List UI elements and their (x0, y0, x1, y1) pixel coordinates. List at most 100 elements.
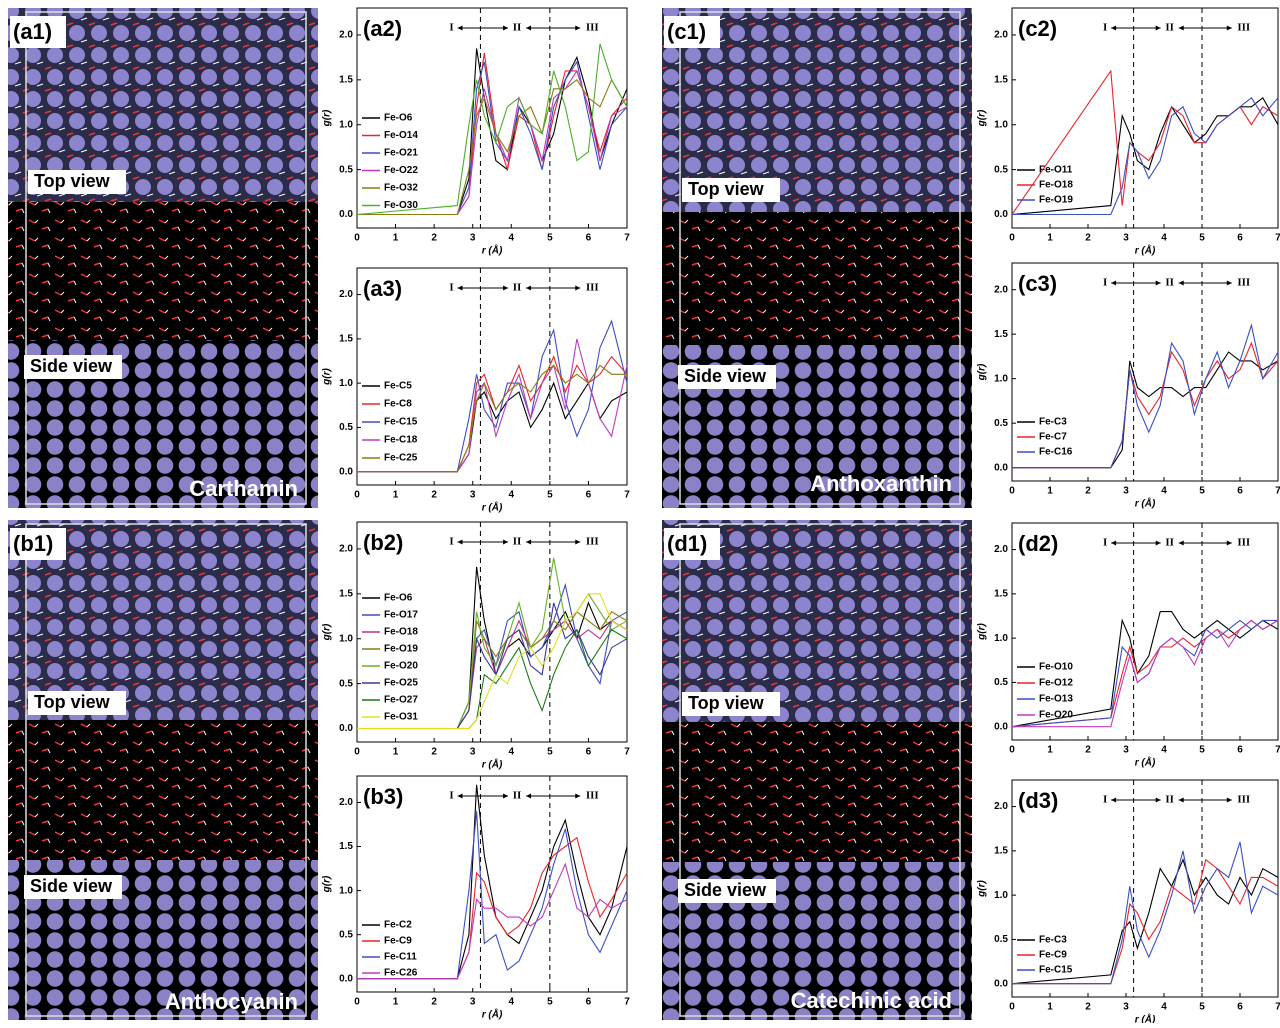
series-line (1011, 69, 1279, 215)
view-label: Side view (684, 366, 767, 386)
series-line (1012, 323, 1279, 469)
x-tick-label: 5 (547, 490, 553, 501)
arrow-head (1111, 797, 1161, 803)
region-label: II (1165, 277, 1174, 289)
y-tick-label: 1.0 (994, 633, 1008, 644)
x-tick-label: 3 (1123, 745, 1129, 756)
x-tick-label: 1 (1047, 745, 1053, 756)
plot-frame (1011, 522, 1279, 741)
x-tick-label: 6 (1237, 486, 1243, 497)
y-tick-label: 2.0 (994, 30, 1008, 41)
x-tick-label: 2 (431, 490, 437, 501)
y-tick-label: 0.0 (994, 721, 1008, 732)
legend-label: Fe-C2 (384, 920, 412, 931)
x-tick-label: 0 (1009, 486, 1015, 497)
y-axis-label: g(r) (322, 875, 333, 893)
x-tick-label: 2 (431, 997, 437, 1008)
x-tick-label: 4 (509, 747, 515, 758)
region-label: III (586, 22, 599, 34)
x-tick-label: 6 (586, 997, 592, 1008)
x-tick-label: 3 (1123, 486, 1129, 497)
panel-label: (c1) (667, 19, 706, 44)
region-label: II (1165, 537, 1174, 549)
plot-frame (1011, 779, 1279, 998)
x-tick-label: 4 (509, 997, 515, 1008)
y-tick-label: 1.5 (339, 333, 353, 344)
view-label: Top view (688, 179, 765, 199)
x-tick-label: 2 (431, 747, 437, 758)
x-tick-label: 2 (1085, 233, 1091, 244)
panel-label: (b1) (13, 531, 53, 556)
legend-label: Fe-O22 (384, 165, 418, 176)
region-label: I (1103, 22, 1107, 34)
y-tick-label: 2.0 (339, 289, 353, 300)
x-tick-label: 7 (624, 490, 630, 501)
y-tick-label: 0.5 (994, 164, 1008, 175)
plot-frame (1011, 262, 1279, 482)
y-tick-label: 1.0 (339, 633, 353, 644)
label-box (678, 365, 776, 389)
y-tick-label: 0.0 (994, 209, 1008, 220)
cell-frame (25, 11, 307, 505)
x-tick-label: 5 (547, 747, 553, 758)
legend-label: Fe-C9 (1039, 950, 1067, 961)
x-tick-label: 5 (1199, 745, 1205, 756)
view-label: Side view (30, 356, 113, 376)
series-line (1011, 611, 1279, 728)
y-tick-label: 2.0 (339, 797, 353, 808)
y-axis-label: g(r) (977, 880, 988, 898)
x-tick-label: 5 (1199, 233, 1205, 244)
region-label: III (1237, 794, 1250, 806)
snapshot-water (662, 722, 972, 862)
region-label: III (586, 536, 599, 548)
y-tick-label: 0.0 (339, 466, 353, 477)
x-tick-label: 3 (1123, 233, 1129, 244)
region-label: III (1237, 277, 1250, 289)
x-axis-label: r (Å) (482, 1008, 503, 1021)
series-line (1012, 96, 1279, 216)
y-tick-label: 0.0 (339, 973, 353, 984)
y-tick-label: 1.0 (339, 885, 353, 896)
label-box (28, 691, 126, 715)
y-tick-label: 1.0 (994, 373, 1008, 384)
cell-frame (679, 11, 961, 505)
x-tick-label: 4 (509, 233, 515, 244)
region-label: II (1165, 22, 1174, 34)
label-box (664, 528, 720, 560)
y-axis-label: g(r) (322, 623, 333, 641)
x-tick-label: 7 (1275, 1002, 1280, 1013)
y-tick-label: 0.5 (994, 934, 1008, 945)
y-tick-label: 2.0 (339, 30, 353, 41)
x-axis-label: r (Å) (1135, 756, 1156, 769)
legend-label: Fe-O30 (384, 200, 418, 211)
y-tick-label: 1.5 (994, 74, 1008, 85)
molecule-name: Anthoxanthin (810, 471, 952, 496)
y-tick-label: 0.5 (339, 422, 353, 433)
x-tick-label: 3 (470, 490, 476, 501)
x-tick-label: 2 (1085, 486, 1091, 497)
molecule-name: Catechinic acid (791, 988, 952, 1013)
x-tick-label: 0 (1009, 1002, 1015, 1013)
x-tick-label: 0 (1009, 233, 1015, 244)
y-tick-label: 1.5 (994, 588, 1008, 599)
x-axis-label: r (Å) (482, 501, 503, 514)
legend-label: Fe-O14 (384, 130, 418, 141)
region-label: I (449, 22, 453, 34)
y-tick-label: 1.5 (994, 329, 1008, 340)
x-tick-label: 6 (586, 490, 592, 501)
legend-label: Fe-O13 (1039, 694, 1073, 705)
y-axis-label: g(r) (322, 368, 333, 386)
panel-title: (b2) (363, 530, 403, 555)
legend-label: Fe-O6 (384, 593, 413, 604)
series-line (357, 593, 628, 730)
region-label: I (1103, 277, 1107, 289)
view-label: Top view (34, 692, 111, 712)
region-label: II (513, 536, 522, 548)
x-tick-label: 7 (1275, 486, 1280, 497)
x-tick-label: 6 (1237, 745, 1243, 756)
x-tick-label: 5 (1199, 1002, 1205, 1013)
y-tick-label: 1.5 (339, 74, 353, 85)
series-line (357, 836, 628, 980)
x-tick-label: 7 (624, 233, 630, 244)
arrow-head (1111, 280, 1161, 286)
